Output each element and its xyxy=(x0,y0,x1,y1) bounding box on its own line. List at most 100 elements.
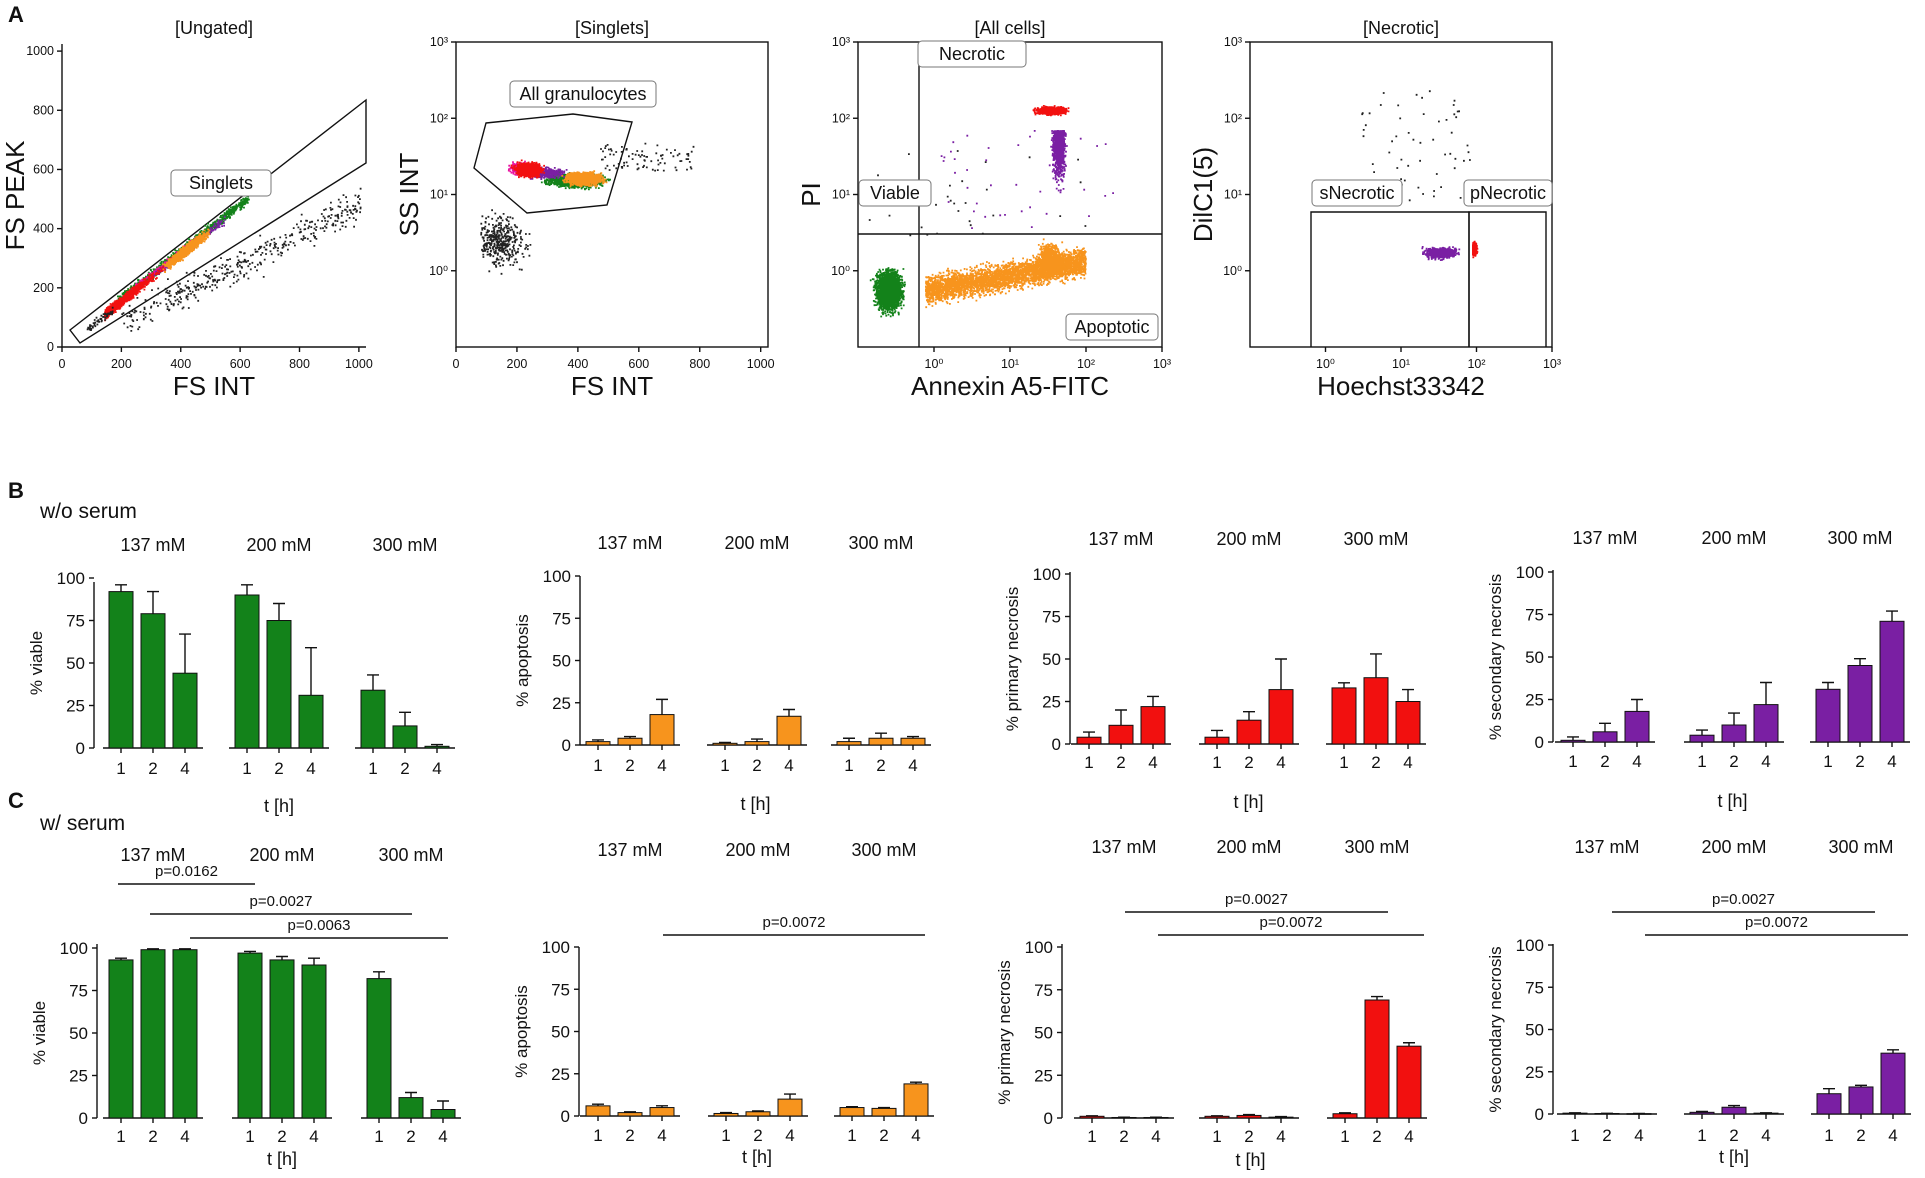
x-tick-label: 10¹ xyxy=(1392,357,1410,371)
bar xyxy=(301,964,327,1119)
bar xyxy=(1236,719,1262,745)
x-tick-label: 1 xyxy=(593,756,602,775)
bar xyxy=(266,620,292,749)
error-bar xyxy=(241,584,253,595)
error-bar xyxy=(846,1106,858,1108)
event-dots-secondary-sparse xyxy=(940,130,1114,229)
x-tick-label: 1 xyxy=(593,1126,602,1145)
y-tick-label: 75 xyxy=(552,609,571,628)
bar xyxy=(836,741,862,746)
y-tick-label: 50 xyxy=(1034,1024,1053,1043)
x-tick-label: 1 xyxy=(242,759,251,778)
y-tick-label: 1000 xyxy=(26,44,54,58)
y-tick-label: 25 xyxy=(1034,1066,1053,1085)
x-tick-label: 2 xyxy=(752,756,761,775)
gate-label-viable: Viable xyxy=(870,183,920,203)
x-tick-label: 1 xyxy=(1212,1127,1221,1146)
bar xyxy=(172,949,198,1119)
bar xyxy=(617,737,643,746)
bar xyxy=(744,741,770,746)
event-dots-secondary xyxy=(1421,246,1461,261)
group-label: 200 mM xyxy=(1216,837,1281,857)
error-bar xyxy=(784,1093,796,1100)
bar xyxy=(1815,688,1841,743)
x-tick-label: 1 xyxy=(720,756,729,775)
significance-label: p=0.0072 xyxy=(763,914,826,931)
bar xyxy=(713,1112,739,1117)
x-axis-label: Hoechst33342 xyxy=(1317,371,1485,401)
y-tick-label: 75 xyxy=(66,612,85,631)
x-axis-label: Annexin A5-FITC xyxy=(911,371,1109,401)
x-tick-label: 4 xyxy=(1887,752,1896,771)
x-tick-label: 1000 xyxy=(747,357,775,371)
bar xyxy=(430,1109,456,1119)
x-tick-label: 2 xyxy=(1244,753,1253,772)
bar xyxy=(585,741,611,746)
bar-chart-secondary-necrosis-with-serum: 0 25 50 75 100 % secondary necrosis 137 mM 1 2 4 2… xyxy=(1486,837,1911,1167)
y-tick-label: 0 xyxy=(47,340,54,354)
error-bar xyxy=(878,1106,890,1109)
bar xyxy=(1624,710,1650,743)
y-tick-label: 10³ xyxy=(832,35,850,49)
y-axis-label: % viable xyxy=(27,631,46,695)
bar xyxy=(839,1107,865,1117)
bar-chart-viable-without-serum: 0 25 50 75 100 % viable 137 mM 1 2 4 200 mM 1 2 4 300 … xyxy=(27,500,455,816)
condition-label: w/ serum xyxy=(39,812,125,835)
significance-label: p=0.0027 xyxy=(250,893,313,910)
y-tick-label: 25 xyxy=(69,1067,88,1086)
x-tick-label: 2 xyxy=(277,1127,286,1146)
error-bar xyxy=(1086,1115,1098,1117)
bar-chart-secondary-necrosis-without-serum: 0 25 50 75 100 % secondary necrosis 137 mM 1 2 4 2… xyxy=(1486,528,1910,811)
y-tick-label: 10⁰ xyxy=(429,264,448,278)
event-dots-apoptosis xyxy=(561,170,608,188)
error-bar xyxy=(179,948,191,950)
bar xyxy=(1236,1114,1262,1119)
x-tick-label: 4 xyxy=(1276,1127,1285,1146)
error-bar xyxy=(1243,1113,1255,1116)
error-bar xyxy=(910,1081,922,1084)
event-dots-debris xyxy=(480,209,532,275)
group-label: 200 mM xyxy=(724,533,789,553)
event-dots-apoptosis-dense xyxy=(1032,238,1068,286)
bar xyxy=(1721,1106,1747,1115)
y-tick-label: 50 xyxy=(69,1024,88,1043)
plot-title: [Ungated] xyxy=(175,18,253,38)
y-tick-label: 50 xyxy=(552,652,571,671)
error-bar xyxy=(1696,1110,1708,1113)
x-axis-label: FS INT xyxy=(173,371,255,401)
error-bar xyxy=(656,698,668,715)
gate-label-all-granulocytes: All granulocytes xyxy=(519,84,646,104)
error-bar xyxy=(115,584,127,592)
x-tick-label: 1 xyxy=(245,1127,254,1146)
x-tick-label: 2 xyxy=(1116,753,1125,772)
gate-label-necrotic: Necrotic xyxy=(939,44,1005,64)
event-dots-primary xyxy=(104,257,176,322)
y-tick-label: 10² xyxy=(430,111,448,125)
bar xyxy=(108,591,134,749)
error-bar xyxy=(305,647,317,696)
condition-label: w/o serum xyxy=(39,500,137,523)
group-label: 137 mM xyxy=(1088,529,1153,549)
event-dots-high xyxy=(600,142,695,172)
x-tick-label: 2 xyxy=(148,1127,157,1146)
bar xyxy=(1847,665,1873,743)
y-axis-label: SS INT xyxy=(394,152,424,236)
x-tick-label: 2 xyxy=(274,759,283,778)
error-bar xyxy=(1567,736,1579,741)
bar xyxy=(1848,1086,1874,1115)
bar xyxy=(649,1107,675,1117)
gate-label-singlets: Singlets xyxy=(189,173,253,193)
y-tick-label: 25 xyxy=(1042,693,1061,712)
gate-label-pnecrotic-box xyxy=(1463,179,1553,207)
error-bar xyxy=(437,1100,449,1110)
x-tick-label: 4 xyxy=(432,759,441,778)
bar xyxy=(398,1097,424,1119)
x-tick-label: 10⁰ xyxy=(1316,357,1335,371)
group-label: 200 mM xyxy=(249,845,314,865)
group-label: 300 mM xyxy=(378,845,443,865)
y-tick-label: 400 xyxy=(33,222,54,236)
x-tick-label: 1 xyxy=(116,1127,125,1146)
x-tick-label: 4 xyxy=(1403,753,1412,772)
x-tick-label: 2 xyxy=(1602,1126,1611,1145)
y-axis-label: % primary necrosis xyxy=(995,960,1014,1105)
